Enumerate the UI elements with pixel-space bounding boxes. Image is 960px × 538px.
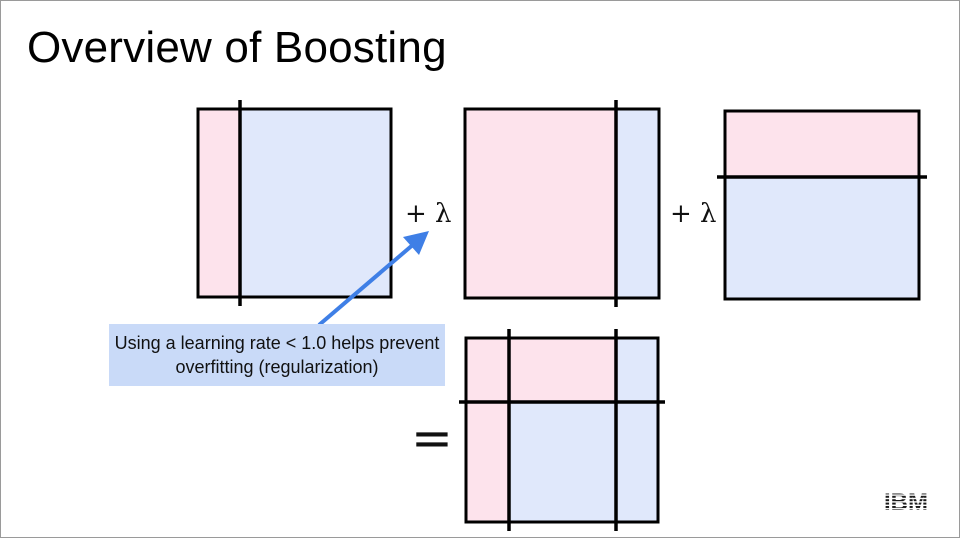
callout-arrow <box>317 231 429 327</box>
box-border <box>723 109 921 301</box>
weak-learner-2 <box>463 100 661 307</box>
weak-learner-1 <box>196 100 393 306</box>
box-border <box>464 336 660 524</box>
plus-lambda-1: + λ <box>405 199 452 229</box>
region-pink <box>465 109 616 298</box>
ibm-logo-text: IBM <box>884 489 928 513</box>
region-blue <box>616 109 659 298</box>
combined-model <box>459 329 665 531</box>
region-blue <box>240 109 391 297</box>
weak-learner-3 <box>717 109 927 301</box>
region-pink <box>198 109 240 297</box>
box-border <box>463 107 661 300</box>
learning-rate-callout: Using a learning rate < 1.0 helps preven… <box>109 324 445 386</box>
region-pink <box>725 111 919 177</box>
ibm-logo: IBM <box>884 489 928 513</box>
slide-title: Overview of Boosting <box>27 23 447 72</box>
plus-lambda-2: + λ <box>670 199 717 229</box>
region-blue <box>725 177 919 299</box>
callout-text: Using a learning rate < 1.0 helps preven… <box>114 333 440 377</box>
equals-sign: = <box>411 409 453 467</box>
box-border <box>196 107 393 299</box>
